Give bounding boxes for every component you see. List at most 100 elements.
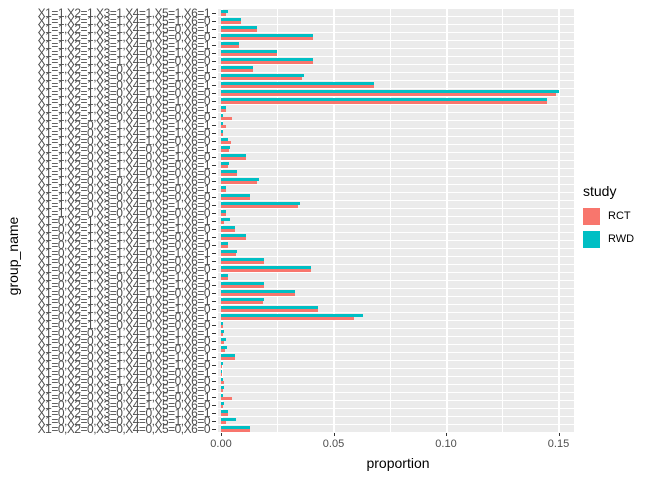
y-tick-mark <box>212 357 216 358</box>
bar-pair-row <box>218 209 574 217</box>
y-tick-mark <box>212 101 216 102</box>
bar-rwd <box>221 162 229 165</box>
bar-pair-row <box>218 161 574 169</box>
bar-pair-row <box>218 249 574 257</box>
y-axis-label: X1=0,X2=1,X3=1,X4=1,X5=0,X6=0 <box>37 238 211 252</box>
y-tick-mark <box>212 373 216 374</box>
x-tick-label: 0.15 <box>547 438 570 450</box>
y-tick-mark <box>212 261 216 262</box>
bar-rwd <box>221 418 236 421</box>
gridline-row <box>218 328 574 329</box>
gridline-row <box>218 424 574 425</box>
bar-rwd <box>221 402 225 405</box>
bar-rwd <box>221 42 239 45</box>
y-tick-mark <box>212 245 216 246</box>
bar-rct <box>221 237 246 240</box>
bar-rct <box>221 317 354 320</box>
bar-pair-row <box>218 345 574 353</box>
y-axis-label: X1=0,X2=0,X3=0,X4=1,X5=0,X6=0 <box>37 398 211 412</box>
x-tick-label: 0.10 <box>435 438 457 450</box>
bar-pair-row <box>218 241 574 249</box>
y-tick-mark <box>212 421 216 422</box>
gridline-row <box>218 376 574 377</box>
bar-pair-row <box>218 233 574 241</box>
bar-rwd <box>221 10 228 13</box>
y-tick-mark <box>212 269 216 270</box>
gridline-row <box>218 144 574 145</box>
y-axis-label: X1=1,X2=1,X3=0,X4=0,X5=0,X6=0 <box>37 110 211 124</box>
bar-rct <box>221 197 251 200</box>
bar-pair-row <box>218 217 574 225</box>
gridline-row <box>218 24 574 25</box>
gridline-major <box>445 9 448 433</box>
legend-label: RWD <box>608 233 635 245</box>
y-tick-mark <box>212 93 216 94</box>
y-axis-label: X1=1,X2=1,X3=0,X4=1,X5=1,X6=0 <box>37 70 211 84</box>
x-tick-mark <box>558 433 560 436</box>
bar-rwd <box>221 122 224 125</box>
y-tick-mark <box>212 309 216 310</box>
bar-rct <box>221 117 233 120</box>
bar-pair-row <box>218 265 574 273</box>
y-axis-label: X1=0,X2=0,X3=1,X4=0,X5=1,X6=1 <box>37 350 211 364</box>
bar-rct <box>221 109 226 112</box>
bar-rwd <box>221 210 226 213</box>
bar-rct <box>221 37 314 40</box>
y-tick-mark <box>212 45 216 46</box>
y-tick-mark <box>212 157 216 158</box>
bar-rct <box>221 357 235 360</box>
gridline-row <box>218 168 574 169</box>
bar-pair-row <box>218 25 574 33</box>
bar-pair-row <box>218 89 574 97</box>
bar-rows <box>218 9 574 433</box>
y-tick-mark <box>212 397 216 398</box>
legend-label: RCT <box>608 210 631 222</box>
gridline-row <box>218 160 574 161</box>
bar-rwd <box>221 394 223 397</box>
y-axis-label: X1=1,X2=0,X3=0,X4=0,X5=0,X6=0 <box>37 206 211 220</box>
bar-rct <box>221 21 242 24</box>
y-axis-label: X1=0,X2=1,X3=1,X4=1,X5=1,X6=0 <box>37 222 211 236</box>
bar-rwd <box>221 226 235 229</box>
bar-pair-row <box>218 129 574 137</box>
bar-pair-row <box>218 425 574 433</box>
bar-rwd <box>221 234 246 237</box>
y-tick-mark <box>212 301 216 302</box>
gridline-row <box>218 176 574 177</box>
y-tick-mark <box>212 221 216 222</box>
y-axis-label: X1=0,X2=0,X3=1,X4=1,X5=1,X6=1 <box>37 326 211 340</box>
y-axis-label: X1=0,X2=1,X3=1,X4=0,X5=0,X6=1 <box>37 254 211 268</box>
y-axis-label: X1=1,X2=1,X3=0,X4=0,X5=0,X6=1 <box>37 102 211 116</box>
bar-rct <box>221 29 257 32</box>
y-axis-labels: X1=1,X2=1,X3=1,X4=1,X5=1,X6=1 X1=1,X2=1,X… <box>0 7 211 435</box>
bar-pair-row <box>218 401 574 409</box>
bar-pair-row <box>218 393 574 401</box>
gridline-row <box>218 360 574 361</box>
legend: study RCT RWD <box>583 183 634 254</box>
bar-rwd <box>221 258 264 261</box>
gridline-row <box>218 112 574 113</box>
plot-panel <box>218 9 574 433</box>
gridline-row <box>218 432 574 433</box>
bar-rwd <box>221 98 548 101</box>
gridline-row <box>218 240 574 241</box>
y-axis-label: X1=0,X2=1,X3=1,X4=0,X5=0,X6=0 <box>37 262 211 276</box>
y-tick-mark <box>212 229 216 230</box>
bar-pair-row <box>218 185 574 193</box>
y-axis-label: X1=0,X2=0,X3=0,X4=1,X5=1,X6=0 <box>37 382 211 396</box>
y-tick-mark <box>212 197 216 198</box>
bar-rwd <box>221 154 246 157</box>
bar-pair-row <box>218 361 574 369</box>
bar-pair-row <box>218 281 574 289</box>
bar-pair-row <box>218 9 574 17</box>
bar-rct <box>221 221 225 224</box>
bar-rwd <box>221 386 224 389</box>
bar-rwd <box>221 130 224 133</box>
bar-pair-row <box>218 57 574 65</box>
gridline-major <box>558 9 560 433</box>
y-tick-mark <box>212 125 216 126</box>
x-axis-title: proportion <box>366 455 430 471</box>
y-axis-label: X1=1,X2=0,X3=1,X4=0,X5=1,X6=0 <box>37 150 211 164</box>
gridline-minor <box>389 9 391 433</box>
gridline-row <box>218 264 574 265</box>
